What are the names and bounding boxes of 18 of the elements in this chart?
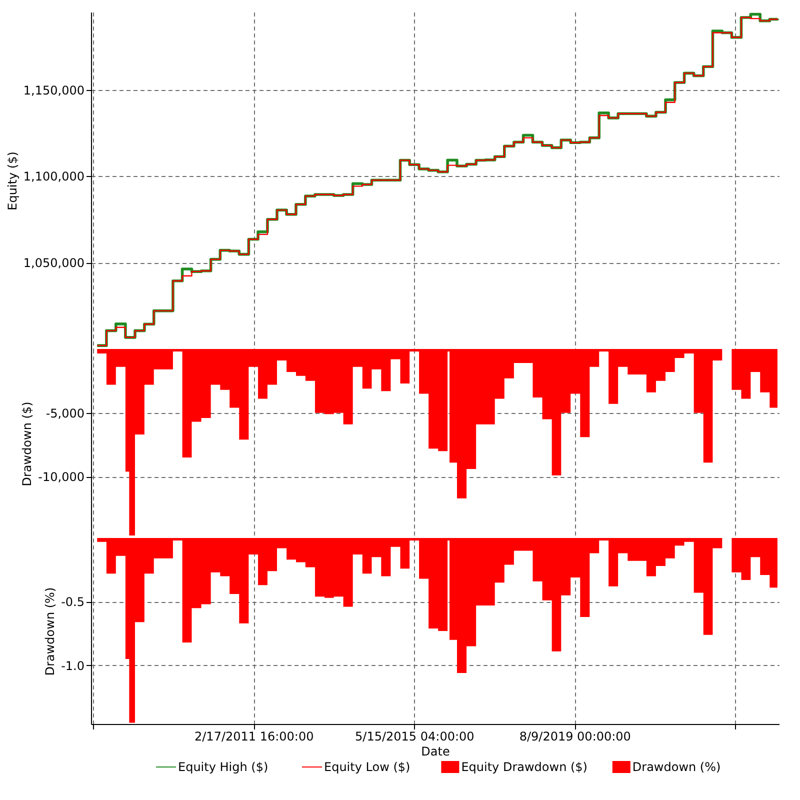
x-tick-label: 5/15/2015 04:00:00 <box>355 730 474 744</box>
y-axis-title: Equity ($) <box>5 152 20 210</box>
text: Drawdown (%) <box>632 760 721 774</box>
y-axis-title: Drawdown (%) <box>43 587 58 676</box>
x-tick-label: 8/9/2019 00:00:00 <box>519 730 631 744</box>
legend-label: Equity High ($) <box>178 760 268 774</box>
y-tick-label: 1,150,000 <box>23 83 84 98</box>
y-axis-title: Drawdown ($) <box>20 402 34 486</box>
y-tick-label: -1.0 <box>61 658 84 673</box>
y-tick-label: 1,100,000 <box>23 170 84 184</box>
y-tick-label: -0.5 <box>61 595 84 610</box>
y-tick-label: 1,050,000 <box>23 256 84 270</box>
y-tick-label: -10,000 <box>38 470 84 484</box>
y-tick-label: -5,000 <box>46 406 84 420</box>
x-tick-label: 2/17/2011 16:00:00 <box>194 730 314 744</box>
legend-label: Equity Low ($) <box>324 760 410 774</box>
legend-label: Equity Drawdown ($) <box>461 760 588 774</box>
x-axis-title: Date <box>421 744 450 758</box>
